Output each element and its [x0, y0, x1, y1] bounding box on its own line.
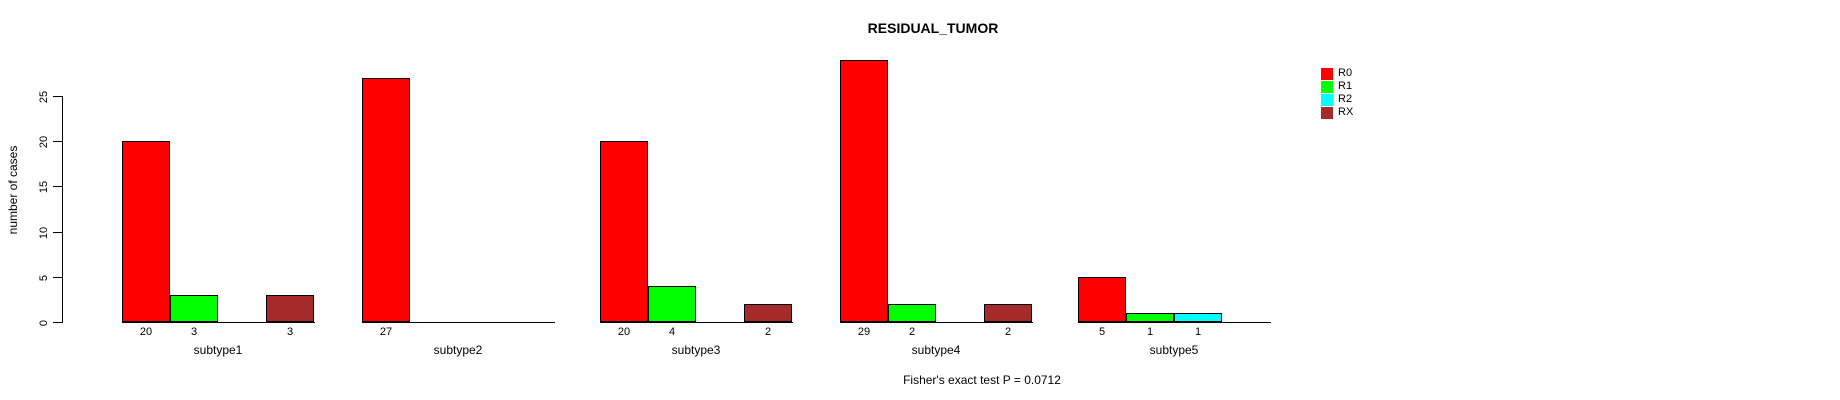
y-tick-mark: [53, 322, 62, 323]
legend-label: R0: [1338, 67, 1353, 79]
bar: [744, 304, 792, 322]
bar: [362, 78, 410, 322]
y-tick-label: 5: [38, 274, 50, 281]
bar: [984, 304, 1032, 322]
y-tick-mark: [53, 186, 62, 187]
bar-value-label: 2: [908, 326, 916, 338]
bar-value-label: 4: [668, 326, 676, 338]
y-tick-label: 0: [38, 319, 50, 326]
legend-swatch: [1321, 93, 1333, 106]
bar-value-label: 1: [1146, 326, 1154, 338]
bar-value-label: 29: [857, 326, 871, 338]
bar: [840, 60, 888, 322]
bar-value-label: 5: [1098, 326, 1106, 338]
y-tick-mark: [53, 96, 62, 97]
category-label: subtype1: [193, 343, 243, 357]
x-axis-segment: [1078, 322, 1271, 323]
category-label: subtype4: [911, 343, 961, 357]
bar-value-label: 2: [1004, 326, 1012, 338]
bar: [1078, 277, 1126, 322]
legend-label: R2: [1338, 93, 1353, 105]
bar-value-label: 20: [617, 326, 631, 338]
bar: [600, 141, 648, 322]
bar-value-label: 3: [190, 326, 198, 338]
x-axis-segment: [600, 322, 793, 323]
y-axis-line: [62, 96, 63, 323]
category-label: subtype5: [1149, 343, 1199, 357]
y-tick-label: 15: [38, 180, 50, 193]
legend-item-R1: R1: [1321, 80, 1353, 93]
category-label: subtype2: [433, 343, 483, 357]
legend-item-R2: R2: [1321, 93, 1353, 106]
legend: R0 R1 R2 RX: [1321, 67, 1353, 119]
x-axis-segment: [362, 322, 555, 323]
bar: [888, 304, 936, 322]
x-axis-segment: [840, 322, 1033, 323]
y-tick-label: 20: [38, 135, 50, 148]
bar: [648, 286, 696, 322]
y-tick-mark: [53, 141, 62, 142]
fisher-test-note: Fisher's exact test P = 0.0712: [903, 373, 1061, 387]
legend-swatch: [1321, 106, 1333, 119]
bar-value-label: 20: [139, 326, 153, 338]
legend-swatch: [1321, 80, 1333, 93]
legend-label: RX: [1338, 106, 1354, 118]
legend-item-R0: R0: [1321, 67, 1353, 80]
legend-swatch: [1321, 67, 1333, 80]
bar: [170, 295, 218, 322]
x-axis-segment: [122, 322, 315, 323]
legend-label: R1: [1338, 80, 1353, 92]
y-tick-label: 10: [38, 226, 50, 239]
bar: [1126, 313, 1174, 322]
bar-value-label: 27: [379, 326, 393, 338]
bar: [266, 295, 314, 322]
bar-value-label: 3: [286, 326, 294, 338]
bar: [122, 141, 170, 322]
y-tick-mark: [53, 277, 62, 278]
bar-value-label: 1: [1194, 326, 1202, 338]
y-tick-mark: [53, 232, 62, 233]
y-tick-label: 25: [38, 90, 50, 103]
bar: [1174, 313, 1222, 322]
bar-value-label: 2: [764, 326, 772, 338]
chart-title: RESIDUAL_TUMOR: [867, 20, 999, 36]
category-label: subtype3: [671, 343, 721, 357]
legend-item-RX: RX: [1321, 106, 1353, 119]
